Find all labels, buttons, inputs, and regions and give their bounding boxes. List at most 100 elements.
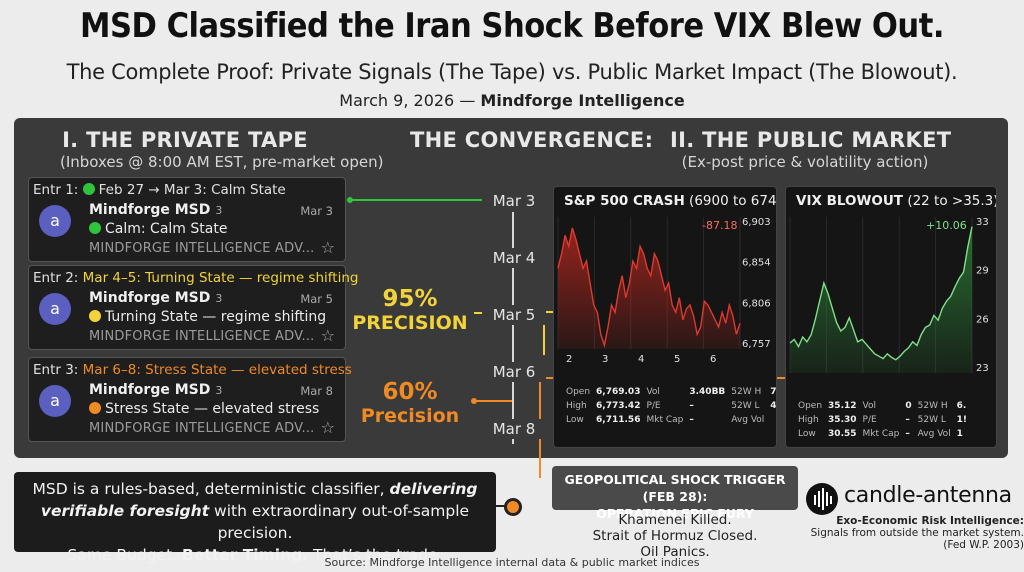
stat-label: Avg Vol — [917, 429, 951, 439]
brand-tag3: (Fed W.P. 2003) — [943, 539, 1024, 551]
stat-label: 52W H — [731, 387, 762, 397]
stat-label: 52W H — [917, 401, 948, 411]
stat-value: – — [689, 415, 694, 425]
chart-title-detail: (6900 to 6740) — [689, 193, 777, 209]
sp500-plot: 6,903 6,854 6,806 6,757 2 3 4 5 6 -87.18 — [557, 217, 771, 365]
precision-label: PRECISION — [352, 312, 468, 334]
summary-bold: Better Timing. — [182, 546, 309, 564]
green-dot-icon — [82, 183, 95, 195]
stats-row: Open 6,769.03 Vol 3.40BB 52W H 7 — [566, 386, 776, 398]
stats-row: Low 30.55 Mkt Cap – Avg Vol 1 — [798, 428, 971, 440]
stat-label: Avg Vol — [731, 415, 765, 425]
green-dot-icon — [89, 222, 101, 234]
source-note: Source: Mindforge Intelligence internal … — [324, 556, 700, 569]
sender: Mindforge MSD 3 — [89, 382, 222, 398]
stat-label: Vol — [862, 401, 876, 411]
email-preview: MINDFORGE INTELLIGENCE ADV... — [89, 421, 315, 436]
y-tick-label: 6,757 — [742, 339, 771, 350]
stat-label: High — [566, 401, 587, 411]
timeline-end-dot — [504, 498, 522, 516]
thread-count: 3 — [215, 384, 223, 397]
summary-box: MSD is a rules-based, deterministic clas… — [14, 472, 496, 564]
orange-dot-icon — [89, 402, 101, 414]
stat-value — [770, 414, 776, 426]
entry-tag: Entr 3: Mar 6–8: Stress State — elevated… — [33, 362, 352, 378]
precision-value: 60% — [382, 379, 438, 405]
y-tick-label: 6,903 — [742, 217, 771, 228]
stat-value: 6. — [956, 401, 967, 411]
timeline-mar3: Mar 3 — [482, 191, 546, 211]
email-date: Mar 3 — [300, 204, 333, 218]
summary-text: That’s the trade. — [313, 546, 443, 564]
sp500-chart-title: S&P 500 CRASH (6900 to 6740) — [564, 193, 777, 209]
email-subject: Stress State — elevated stress — [89, 401, 319, 417]
stat-value: 35.12 — [828, 401, 857, 411]
public-market-sub: (Ex-post price & volatility action) — [681, 153, 929, 171]
stat-value: 0 — [905, 401, 912, 411]
sp500-stats-table: Open 6,769.03 Vol 3.40BB 52W H 7 High 6,773.42 P… — [564, 384, 776, 428]
email-card-2[interactable]: Entr 2: Mar 4–5: Turning State — regime … — [28, 265, 358, 350]
stat-label: 52W L — [917, 415, 946, 425]
precision-95: 95% PRECISION — [352, 287, 468, 335]
email-subject: Calm: Calm State — [89, 221, 227, 237]
brand-tagline: Exo-Economic Risk Intelligence: Signals … — [806, 515, 1024, 551]
star-icon[interactable]: ☆ — [320, 326, 335, 345]
email-date: Mar 5 — [300, 292, 333, 306]
stats-row: High 35.30 P/E –52W L 1! — [798, 414, 971, 426]
email-subject: Turning State — regime shifting — [89, 309, 326, 325]
candle-antenna-logo-icon — [806, 483, 838, 515]
summary-line-3: Same Budget. Better Timing. That’s the t… — [14, 544, 496, 566]
stat-label: High — [798, 415, 819, 425]
stats-row: Open 35.12 Vol 0 52W H 6. — [798, 400, 971, 412]
sender: Mindforge MSD 3 — [89, 290, 222, 306]
stat-label: P/E — [862, 415, 877, 425]
change-label: +10.06 — [926, 219, 967, 232]
publisher: Mindforge Intelligence — [480, 91, 685, 110]
star-icon[interactable]: ☆ — [320, 238, 335, 257]
chart-title: S&P 500 CRASH — [564, 193, 685, 209]
orange-origin-dot — [471, 398, 477, 404]
stat-value: 3.40BB — [689, 387, 726, 397]
star-icon[interactable]: ☆ — [320, 418, 335, 437]
yellow-dot-icon — [89, 310, 101, 322]
entry-range: Mar 4–5: Turning State — regime shifting — [82, 270, 359, 286]
trigger-operation: OPERATION EPIC FURY — [596, 506, 754, 521]
y-tick-label: 6,806 — [742, 298, 771, 309]
entry-tag: Entr 1: Feb 27 → Mar 3: Calm State — [33, 182, 286, 198]
stat-label: Open — [566, 387, 591, 397]
sender-name: Mindforge MSD — [89, 202, 211, 218]
stat-value: 6,773.42 — [596, 401, 641, 411]
entry-range: Feb 27 → Mar 3: Calm State — [98, 182, 286, 198]
public-market-title: II. THE PUBLIC MARKET — [670, 128, 952, 152]
trigger-title: GEOPOLITICAL SHOCK TRIGGER (FEB 28): — [564, 472, 786, 504]
x-tick-label: 3 — [602, 354, 608, 365]
private-tape-sub: (Inboxes @ 8:00 AM EST, pre-market open) — [60, 153, 384, 171]
entry-label: Entr 3: — [33, 362, 79, 378]
x-tick-label: 4 — [638, 354, 644, 365]
state-text: Calm: Calm State — [105, 221, 228, 237]
green-origin-dot — [347, 197, 353, 203]
avatar: a — [39, 293, 71, 325]
shock-trigger-box: GEOPOLITICAL SHOCK TRIGGER (FEB 28): OPE… — [552, 466, 798, 521]
entry-tag: Entr 2: Mar 4–5: Turning State — regime … — [33, 270, 358, 286]
email-card-1[interactable]: Entr 1: Feb 27 → Mar 3: Calm State a Min… — [28, 177, 346, 262]
brand-tag2: Signals from outside the market system. — [810, 527, 1024, 539]
y-tick-label: 26 — [976, 314, 989, 325]
precision-60: 60% Precision — [352, 380, 468, 428]
stat-label: 52W L — [731, 401, 760, 411]
summary-line-2: verifiable foresight with extraordinary … — [14, 500, 496, 544]
stat-value: 35.30 — [828, 415, 857, 425]
trigger-line: Oil Panics. — [640, 544, 710, 560]
stat-value: – — [905, 429, 910, 439]
date-text: March 9, 2026 — — [339, 91, 476, 110]
summary-text: with extraordinary out-of-sample precisi… — [214, 502, 470, 542]
email-card-3[interactable]: Entr 3: Mar 6–8: Stress State — elevated… — [28, 357, 352, 442]
trigger-line: Khamenei Killed. — [618, 512, 732, 528]
convergence-heading: THE CONVERGENCE: — [410, 128, 653, 152]
timeline-mar6: Mar 6 — [482, 362, 546, 382]
timeline-mar8: Mar 8 — [482, 419, 546, 439]
summary-text: Same Budget. — [67, 546, 178, 564]
trigger-line: Strait of Hormuz Closed. — [592, 528, 758, 544]
series-area — [790, 226, 972, 373]
x-tick-label: 5 — [674, 354, 680, 365]
